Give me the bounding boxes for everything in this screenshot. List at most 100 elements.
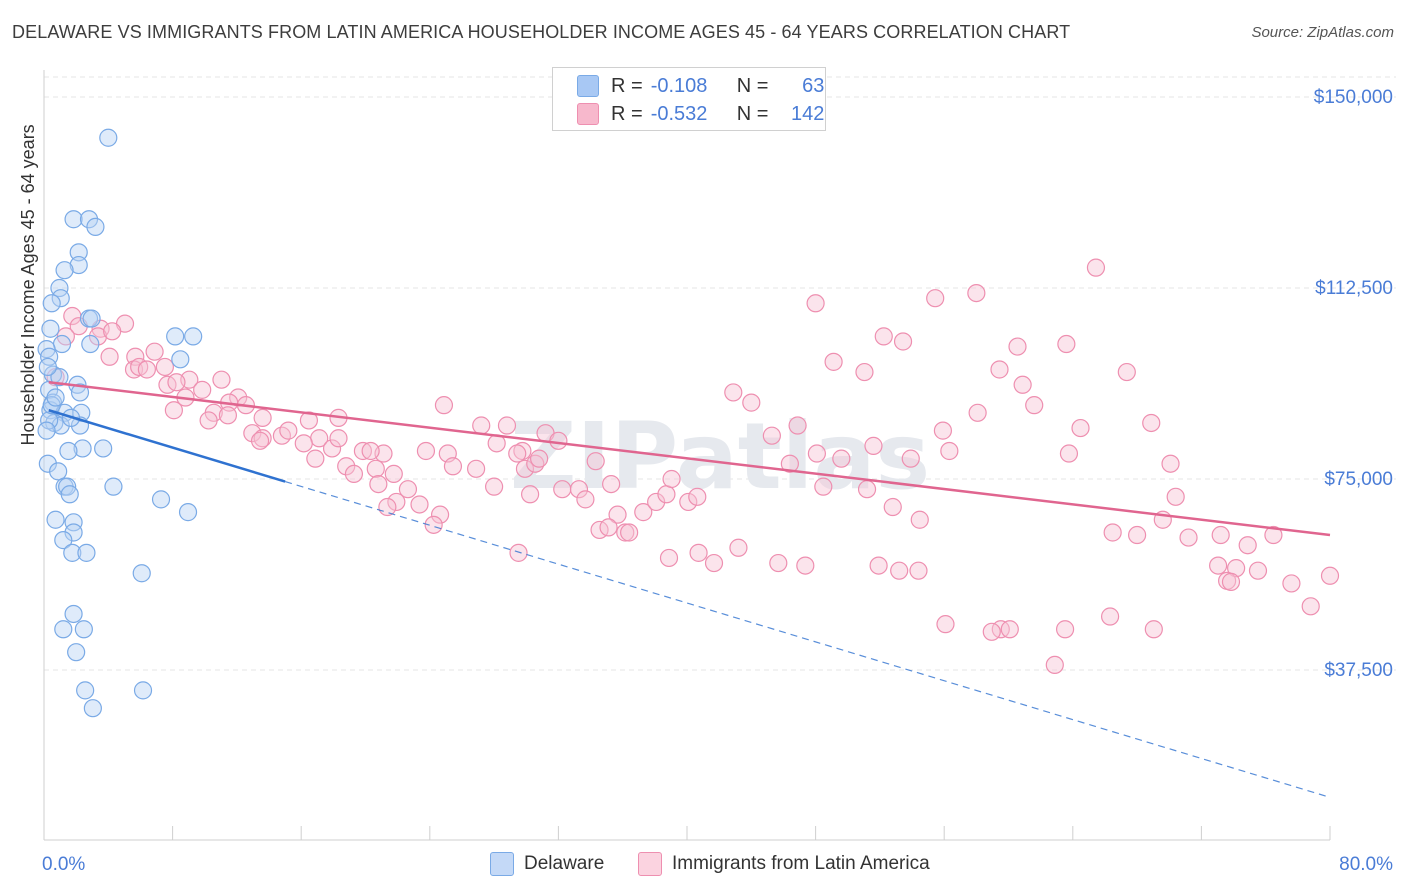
y-tick-label: $37,500 [1324,660,1393,681]
data-point-delaware [94,439,113,458]
trend-line-latin-america [48,380,1331,537]
data-point-latin-america [137,360,156,379]
data-point-latin-america [893,332,913,351]
data-point-delaware [64,210,83,229]
data-point-delaware [54,531,73,550]
data-point-latin-america [967,283,986,303]
data-point-delaware [46,510,65,529]
data-point-latin-america [864,436,883,455]
data-point-delaware [151,490,171,509]
data-point-latin-america [384,464,403,484]
data-point-delaware [178,503,198,522]
data-point-delaware [171,350,190,369]
data-point-delaware [42,294,61,313]
data-point-latin-america [378,497,397,517]
data-point-delaware [38,357,57,377]
data-point-latin-america [497,416,517,435]
bottom-legend-swatch-blue [490,852,514,876]
blue-series-points [37,128,203,718]
legend-r-value: -0.108 [650,74,708,97]
data-point-latin-america [814,477,833,496]
data-point-latin-america [874,327,893,346]
data-point-latin-america [472,416,491,435]
data-point-latin-america [657,485,676,504]
data-point-latin-america [434,396,454,415]
data-point-delaware [76,681,95,700]
data-point-latin-america [724,383,743,402]
data-point-delaware [86,217,105,236]
data-point-latin-america [306,449,325,468]
data-point-delaware [83,699,102,718]
data-point-latin-america [145,342,164,361]
data-point-latin-america [1144,620,1163,639]
data-point-latin-america [1103,523,1122,542]
tick-labels: $37,500 $75,000 $112,500 $150,000 0.0% 80.0% [42,87,1393,875]
data-point-delaware [74,620,93,639]
data-point-delaware [82,309,101,328]
data-point-latin-america [807,444,826,463]
data-point-latin-america [1045,655,1064,675]
data-point-latin-america [729,538,748,557]
bottom-legend-delaware: Delaware [490,852,604,876]
data-point-latin-america [1248,561,1268,580]
data-point-latin-america [508,444,527,463]
data-point-delaware [59,441,78,461]
data-point-latin-america [1264,525,1283,545]
legend-n-value: 142 [791,102,825,125]
legend-row-latin-america: R = -0.532 N = 142 [577,102,824,126]
data-point-delaware [79,210,99,229]
data-point-delaware [81,334,100,354]
chart-title: DELAWARE VS IMMIGRANTS FROM LATIN AMERIC… [12,22,1071,42]
data-point-latin-america [218,406,237,425]
data-point-latin-america [253,429,272,448]
data-point-latin-america [1057,334,1076,354]
bottom-legend-label: Immigrants from Latin America [672,853,930,874]
data-point-latin-america [322,439,342,458]
data-point-latin-america [1127,525,1147,545]
data-point-latin-america [1282,574,1301,593]
data-point-delaware [132,564,151,583]
y-tick-label: $75,000 [1324,469,1393,490]
data-point-latin-america [936,615,955,634]
data-point-latin-america [968,403,987,422]
data-point-delaware [69,255,88,275]
data-point-latin-america [762,426,781,445]
data-point-latin-america [193,380,212,399]
data-point-latin-america [279,421,298,440]
data-point-latin-america [521,485,540,504]
data-point-latin-america [366,459,385,478]
data-point-latin-america [167,373,186,392]
data-point-latin-america [369,474,388,494]
data-point-latin-america [100,347,119,366]
data-point-latin-america [485,477,504,496]
data-point-latin-america [553,480,572,499]
data-point-latin-america [616,523,635,542]
data-point-latin-america [1227,559,1246,578]
data-point-latin-america [1100,607,1120,626]
data-point-latin-america [430,505,450,524]
source-credit: Source: ZipAtlas.com [1251,24,1394,41]
data-point-latin-america [769,553,788,573]
data-point-latin-america [1161,454,1180,473]
data-point-latin-america [103,322,122,341]
legend-n-label: N = [736,74,769,97]
data-point-latin-america [742,393,761,412]
data-point-latin-america [337,457,356,476]
data-point-latin-america [515,459,535,478]
x-tick-label: 0.0% [42,854,85,875]
data-point-delaware [99,128,118,147]
axes [43,70,1331,841]
data-point-latin-america [387,492,406,512]
data-point-delaware [52,334,72,354]
data-point-latin-america [199,411,218,430]
data-point-latin-america [155,357,174,377]
data-point-latin-america [1221,572,1241,591]
data-point-latin-america [361,441,380,461]
data-point-latin-america [796,556,815,575]
data-point-latin-america [1071,418,1090,438]
data-point-latin-america [424,515,443,534]
data-point-latin-america [1179,528,1198,547]
data-point-latin-america [576,490,595,509]
data-point-delaware [46,388,65,407]
x-tick-label: 80.0% [1339,854,1393,875]
